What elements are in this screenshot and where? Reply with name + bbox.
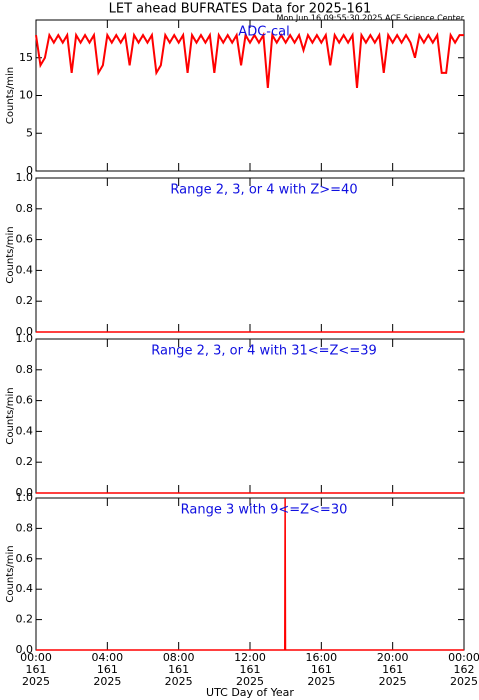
x-tick-day: 161 [97, 663, 118, 676]
x-tick-day: 161 [168, 663, 189, 676]
panel-title: Range 2, 3, or 4 with 31<=Z<=39 [151, 344, 377, 359]
x-tick-year: 2025 [307, 675, 335, 688]
panel-title: Range 3 with 9<=Z<=30 [181, 503, 348, 518]
y-tick-label: 0.4 [16, 424, 34, 437]
y-tick-label: 0.8 [16, 363, 34, 376]
x-tick-label: 08:00 [163, 651, 195, 664]
y-tick-label: 0.2 [16, 613, 34, 626]
y-axis-label: Counts/min [5, 226, 16, 283]
x-tick-label: 20:00 [377, 651, 409, 664]
x-tick-year: 2025 [22, 675, 50, 688]
y-tick-label: 1.0 [16, 332, 34, 345]
x-tick-label: 00:00 [20, 651, 52, 664]
chart-title: LET ahead BUFRATES Data for 2025-161 [109, 2, 372, 17]
x-tick-day: 161 [382, 663, 403, 676]
y-tick-label: 15 [19, 51, 33, 64]
panel-title: ADC-cal [238, 25, 289, 40]
x-tick-label: 00:00 [448, 651, 479, 664]
plot-frame [35, 338, 465, 494]
y-tick-label: 0.0 [16, 486, 34, 499]
y-tick-label: 0.2 [16, 294, 34, 307]
y-tick-label: 0.8 [16, 202, 34, 215]
data-line [36, 497, 464, 651]
x-tick-year: 2025 [165, 675, 193, 688]
data-line [35, 31, 464, 89]
y-tick-label: 1.0 [16, 171, 34, 184]
y-tick-label: 0.6 [16, 394, 34, 407]
y-tick-label: 0.4 [16, 582, 34, 595]
x-tick-year: 2025 [93, 675, 121, 688]
panel-title: Range 2, 3, or 4 with Z>=40 [170, 183, 357, 198]
plot-frame [35, 497, 465, 651]
y-tick-label: 10 [19, 89, 33, 102]
y-tick-label: 1.0 [16, 491, 34, 504]
x-tick-day: 161 [240, 663, 261, 676]
y-tick-label: 0.8 [16, 521, 34, 534]
x-tick-day: 161 [26, 663, 47, 676]
x-tick-day: 161 [311, 663, 332, 676]
timestamp: Mon Jun 16 09:55:30 2025 ACE Science Cen… [276, 14, 464, 23]
x-tick-day: 162 [454, 663, 475, 676]
y-tick-label: 0 [26, 164, 33, 177]
y-axis-label: Counts/min [5, 67, 16, 124]
y-tick-label: 0.0 [16, 643, 34, 656]
y-tick-label: 0.4 [16, 263, 34, 276]
x-tick-label: 04:00 [91, 651, 123, 664]
x-axis-label: UTC Day of Year [206, 686, 294, 699]
y-tick-label: 0.2 [16, 455, 34, 468]
y-tick-label: 0.0 [16, 325, 34, 338]
y-axis-label: Counts/min [5, 387, 16, 444]
y-tick-label: 5 [26, 126, 33, 139]
x-tick-label: 12:00 [234, 651, 266, 664]
y-tick-label: 0.6 [16, 233, 34, 246]
x-tick-year: 2025 [236, 675, 264, 688]
plot-frame [35, 177, 465, 333]
y-axis-label: Counts/min [5, 545, 16, 602]
x-tick-year: 2025 [379, 675, 407, 688]
x-tick-label: 16:00 [305, 651, 337, 664]
x-tick-year: 2025 [450, 675, 478, 688]
y-tick-label: 0.6 [16, 552, 34, 565]
